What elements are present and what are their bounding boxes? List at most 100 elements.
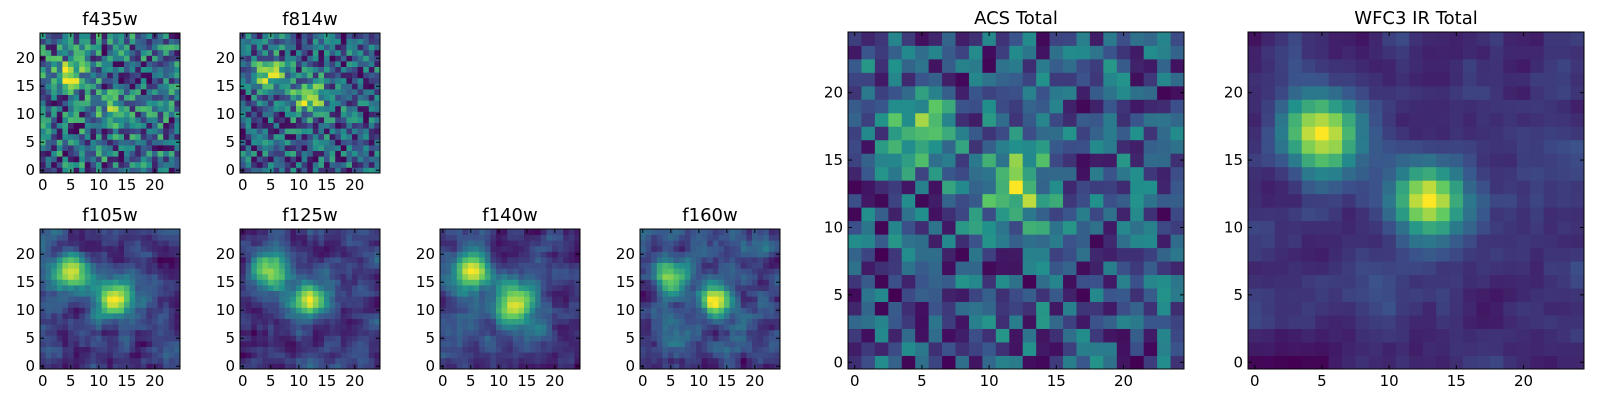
heatmap-cell <box>535 268 542 275</box>
heatmap-cell <box>535 290 542 297</box>
heatmap-cell <box>79 77 86 84</box>
heatmap-cell <box>915 342 930 356</box>
heatmap-cell <box>340 234 347 241</box>
heatmap-cell <box>296 100 302 107</box>
heatmap-cell <box>140 167 147 174</box>
heatmap-cell <box>507 296 514 303</box>
heatmap-cell <box>1116 355 1131 370</box>
heatmap-cell <box>752 285 758 291</box>
heatmap-cell <box>352 100 358 107</box>
heatmap-cell <box>146 234 153 241</box>
heatmap-cell <box>152 313 158 319</box>
heatmap-cell <box>861 139 876 154</box>
heatmap-cell <box>68 66 74 73</box>
heatmap-cell <box>1143 126 1158 141</box>
heatmap-cell <box>90 290 97 297</box>
heatmap-cell <box>135 72 142 79</box>
heatmap-cell <box>273 94 280 101</box>
heatmap-cell <box>307 313 314 319</box>
heatmap-cell <box>340 139 347 146</box>
heatmap-cell <box>312 262 319 269</box>
heatmap-cell <box>540 341 547 347</box>
heatmap-cell <box>290 128 297 135</box>
heatmap-cell <box>1436 166 1450 181</box>
heatmap-cell <box>290 133 297 140</box>
heatmap-cell <box>456 335 463 342</box>
heatmap-cell <box>140 100 147 107</box>
heatmap-cell <box>1436 328 1450 343</box>
heatmap-cell <box>696 357 702 364</box>
heatmap-cell <box>157 285 164 291</box>
heatmap-cell <box>335 100 342 107</box>
heatmap-cell <box>901 166 916 181</box>
heatmap-cell <box>1355 274 1370 289</box>
heatmap-cell <box>456 279 463 286</box>
heatmap-cell <box>1036 288 1050 302</box>
heatmap-cell <box>656 346 663 353</box>
heatmap-cell <box>707 251 714 258</box>
heatmap-cell <box>1063 72 1077 87</box>
heatmap-cell <box>346 229 353 235</box>
heatmap-cell <box>1143 261 1158 276</box>
heatmap-cell <box>96 268 102 275</box>
heatmap-cell <box>1130 288 1145 302</box>
heatmap-cell <box>451 346 458 353</box>
heatmap-cell <box>279 100 286 107</box>
heatmap-cell <box>363 257 370 263</box>
heatmap-cell <box>462 346 469 353</box>
heatmap-cell <box>329 324 336 331</box>
heatmap-cell <box>535 251 542 258</box>
heatmap-cell <box>524 279 530 286</box>
heatmap-cell <box>301 245 308 252</box>
heatmap-cell <box>352 307 358 314</box>
heatmap-cell <box>552 324 558 331</box>
heatmap-cell <box>735 352 742 359</box>
heatmap-cell <box>507 257 514 263</box>
heatmap-cell <box>1557 274 1571 289</box>
heatmap-cell <box>352 329 358 336</box>
heatmap-cell <box>1489 180 1504 195</box>
heatmap-cell <box>324 341 330 347</box>
x-tick-label: 5 <box>66 372 76 390</box>
heatmap-cell <box>568 357 575 364</box>
heatmap-cell <box>357 44 364 51</box>
heatmap-cell <box>1476 180 1491 195</box>
heatmap-cell <box>101 268 108 275</box>
heatmap-cell <box>329 150 336 157</box>
heatmap-cell <box>746 313 753 319</box>
heatmap-cell <box>673 357 680 364</box>
heatmap-cell <box>279 290 286 297</box>
heatmap-cell <box>73 38 80 45</box>
heatmap-cell <box>157 61 164 67</box>
heatmap-cell <box>540 251 547 258</box>
heatmap-cell <box>701 329 708 336</box>
heatmap-cell <box>135 128 142 135</box>
heatmap-cell <box>462 341 469 347</box>
heatmap-cell <box>518 240 525 247</box>
heatmap-cell <box>524 257 530 263</box>
heatmap-cell <box>363 268 370 275</box>
heatmap-cell <box>479 290 486 297</box>
heatmap-cell <box>451 324 458 331</box>
heatmap-cell <box>90 133 97 140</box>
heatmap-cell <box>1409 234 1424 249</box>
heatmap-cell <box>1288 193 1303 208</box>
heatmap-cell <box>888 274 903 289</box>
heatmap-cell <box>146 341 153 347</box>
heatmap-cell <box>1288 220 1303 235</box>
heatmap-cell <box>1130 139 1145 154</box>
heatmap-cell <box>955 261 970 276</box>
heatmap-cell <box>368 66 375 73</box>
heatmap-cell <box>168 38 175 45</box>
heatmap-cell <box>490 229 497 235</box>
heatmap-cell <box>62 117 69 123</box>
heatmap-cell <box>1315 261 1330 276</box>
heatmap-cell <box>995 274 1010 289</box>
heatmap-cell <box>735 268 742 275</box>
heatmap-cell <box>290 44 297 51</box>
heatmap-cell <box>118 301 125 308</box>
heatmap-cell <box>273 139 280 146</box>
heatmap-cell <box>107 133 114 140</box>
heatmap-cell <box>268 245 274 252</box>
heatmap-cell <box>318 150 325 157</box>
